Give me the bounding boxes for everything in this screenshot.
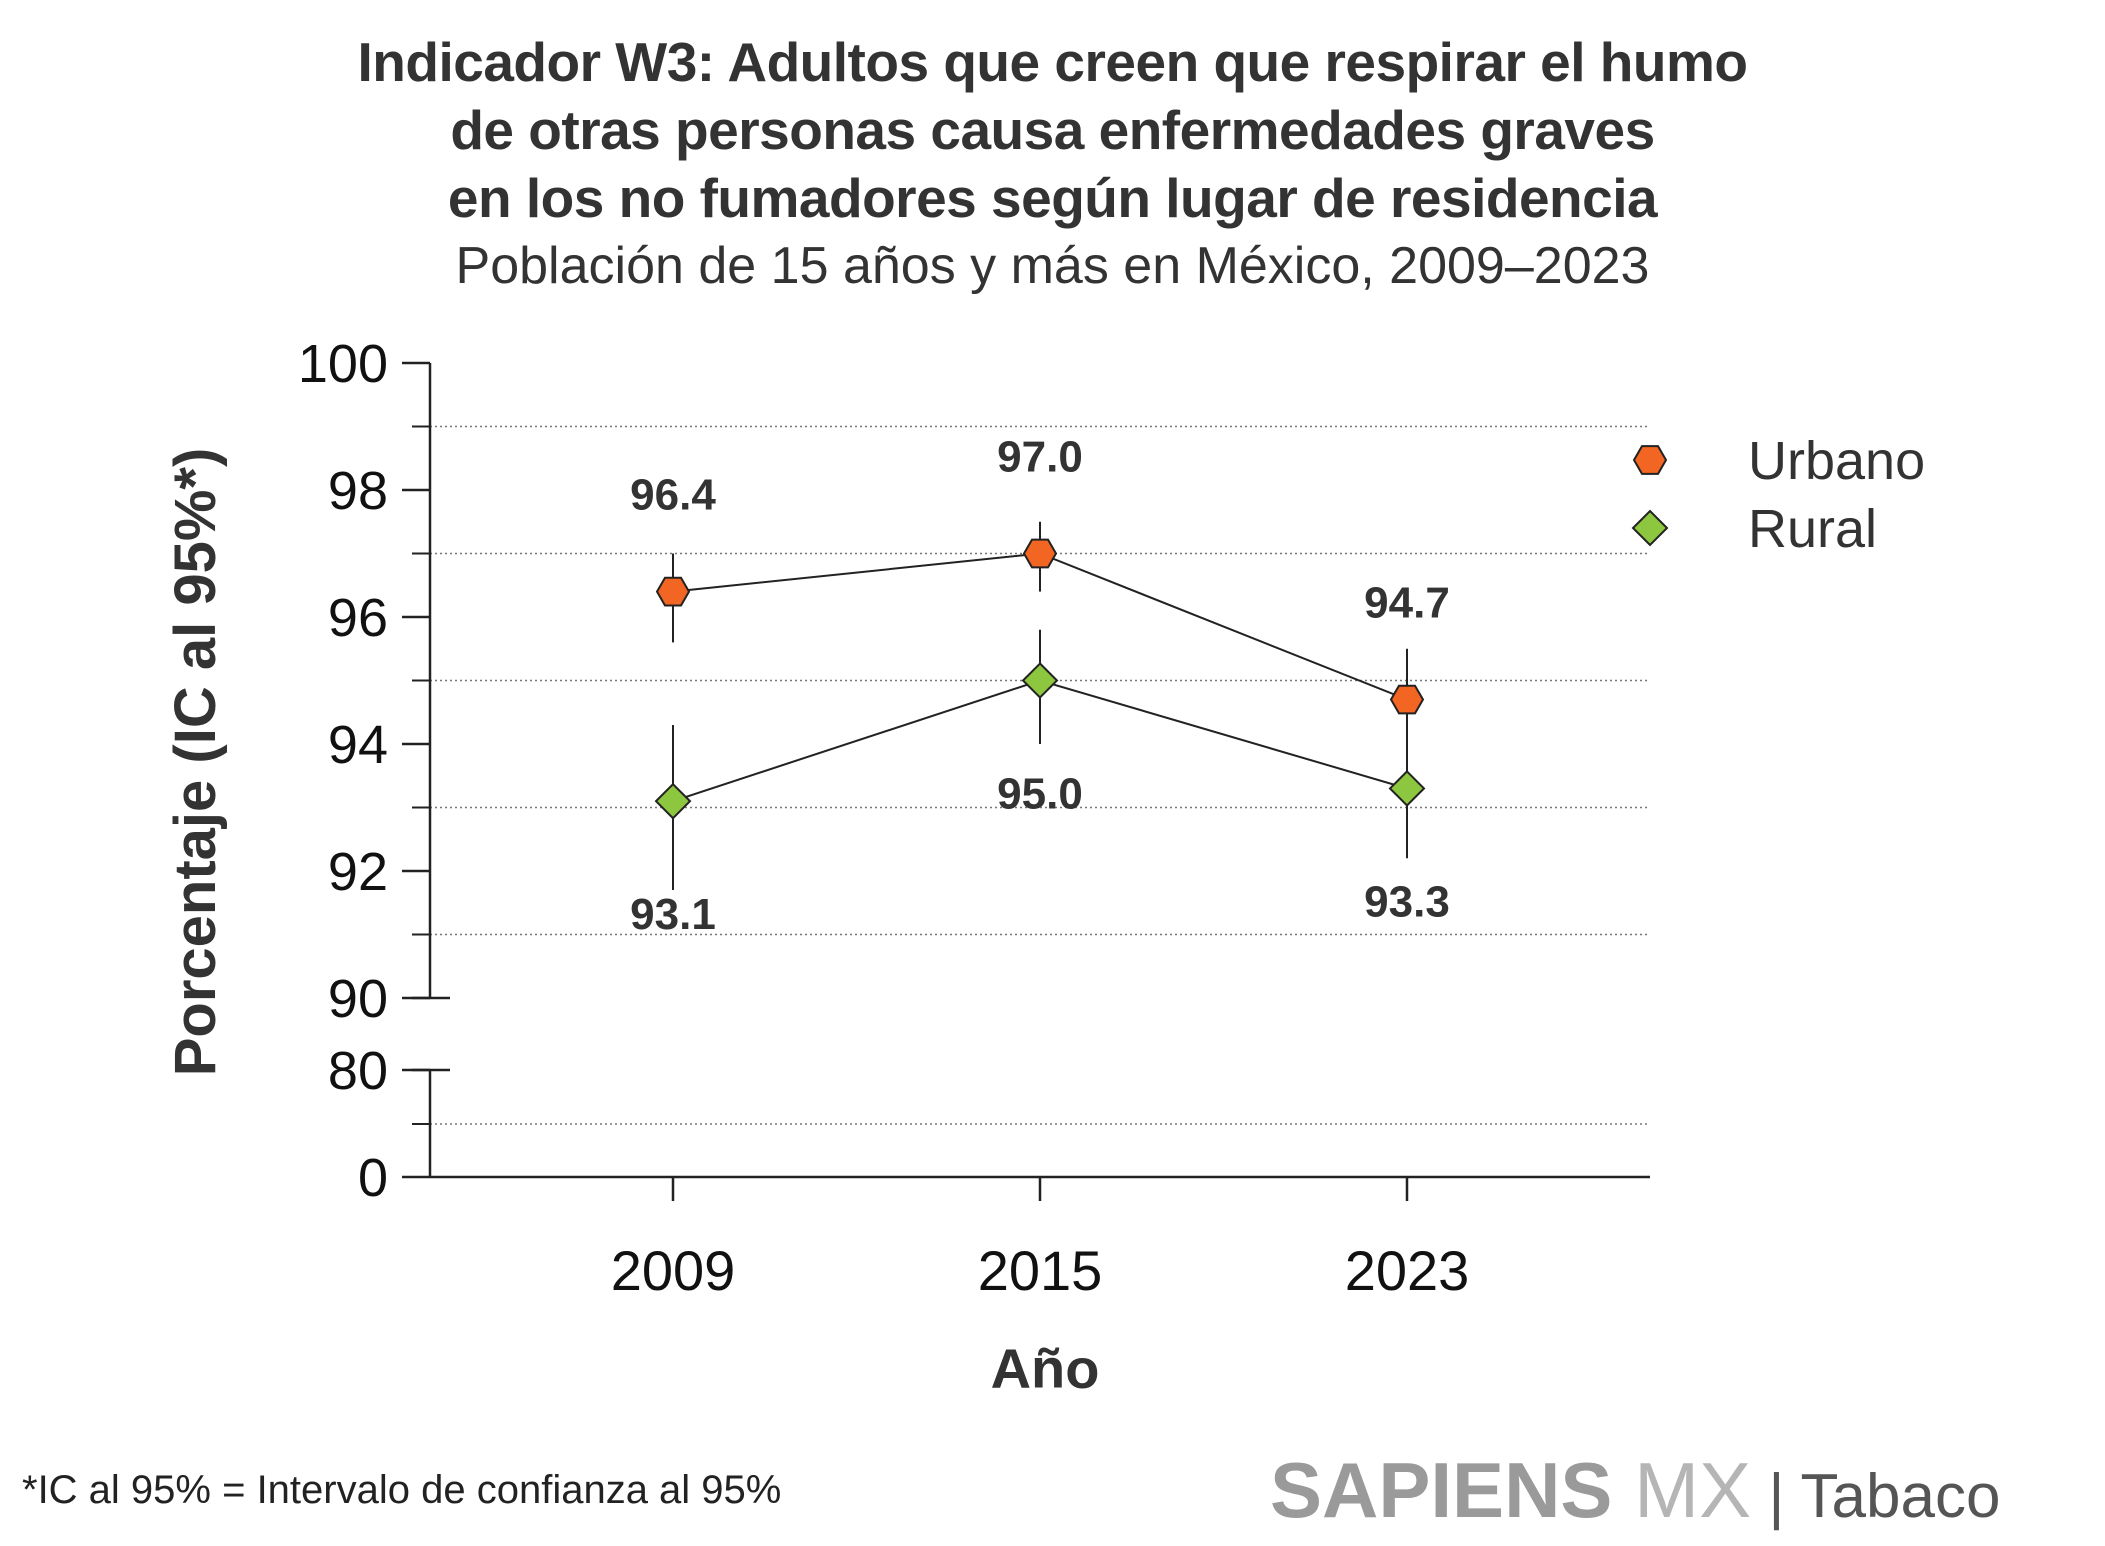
series-rural: 93.1 95.0 93.3 <box>630 629 1450 939</box>
axes: 100 98 96 94 92 90 80 0 2009 2015 2023 <box>298 334 1650 1302</box>
brand-suffix: MX <box>1612 1446 1752 1534</box>
data-point <box>1388 770 1426 807</box>
legend-label-urbano: Urbano <box>1748 431 1925 491</box>
y-tick-label: 100 <box>298 334 388 394</box>
data-point <box>654 782 692 820</box>
data-label: 94.7 <box>1364 579 1450 628</box>
chart-title-line-3: en los no fumadores según lugar de resid… <box>447 167 1658 229</box>
data-label: 93.1 <box>630 890 716 939</box>
x-tick-label: 2009 <box>611 1239 736 1302</box>
y-tick-label: 94 <box>328 715 388 775</box>
y-tick-label: 92 <box>328 842 388 902</box>
series-layer: 96.4 97.0 94.7 93.1 95.0 93.3 <box>630 433 1450 940</box>
brand-name: SAPIENS <box>1270 1446 1613 1534</box>
chart-title-line-1: Indicador W3: Adultos que creen que resp… <box>357 31 1748 93</box>
legend-marker-rural <box>1631 509 1669 547</box>
x-axis-label: Año <box>991 1337 1100 1400</box>
brand-section: | Tabaco <box>1751 1462 2001 1531</box>
footnote: *IC al 95% = Intervalo de confianza al 9… <box>22 1468 782 1512</box>
legend-marker-urbano <box>1632 445 1668 475</box>
chart-title-block: Indicador W3: Adultos que creen que resp… <box>0 28 2105 300</box>
legend: Urbano Rural <box>1631 431 1925 559</box>
data-label: 96.4 <box>630 471 716 520</box>
y-axis-label: Porcentaje (IC al 95%*) <box>163 448 228 1077</box>
data-label: 95.0 <box>997 770 1083 819</box>
y-tick-label: 90 <box>328 969 388 1029</box>
data-point <box>1389 684 1425 715</box>
chart-subtitle: Población de 15 años y más en México, 20… <box>455 237 1650 295</box>
data-label: 93.3 <box>1364 877 1450 926</box>
x-tick-label: 2023 <box>1345 1239 1470 1302</box>
y-tick-label: 98 <box>328 461 388 521</box>
brand-logo: SAPIENS MX | Tabaco <box>1270 1445 2000 1542</box>
chart-title-line-2: de otras personas causa enfermedades gra… <box>450 99 1655 161</box>
legend-label-rural: Rural <box>1748 499 1877 559</box>
x-tick-label: 2015 <box>978 1239 1103 1302</box>
y-tick-label: 0 <box>358 1148 388 1208</box>
data-point <box>1021 662 1059 699</box>
data-label: 97.0 <box>997 433 1083 482</box>
y-tick-label: 80 <box>328 1041 388 1101</box>
data-point <box>655 576 691 607</box>
series-urbano: 96.4 97.0 94.7 <box>630 433 1450 789</box>
line-chart: 100 98 96 94 92 90 80 0 2009 2015 2023 96.4 97.0 94.… <box>163 334 1925 1400</box>
data-point <box>1022 538 1058 569</box>
y-tick-label: 96 <box>328 588 388 648</box>
